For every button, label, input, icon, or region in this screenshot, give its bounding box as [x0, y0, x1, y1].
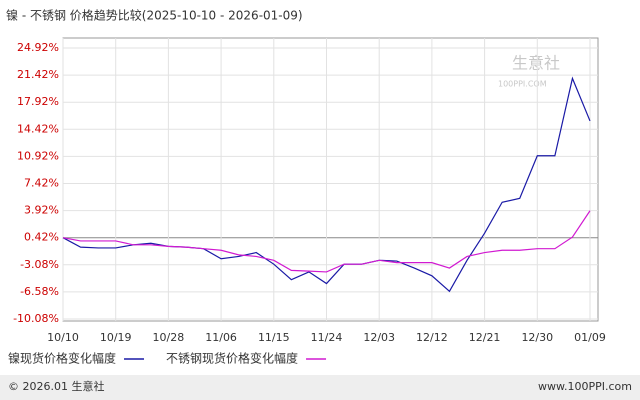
footer-right: www.100PPI.com [538, 380, 632, 393]
y-tick-label: 0.42% [24, 231, 59, 244]
footer-left: © 2026.01 生意社 [8, 379, 104, 393]
watermark-sub: 100PPI.COM [498, 80, 547, 89]
watermark: 生意社 [512, 54, 560, 73]
legend-label: 镍现货价格变化幅度 [8, 351, 116, 366]
y-tick-label: -6.58% [20, 285, 59, 298]
chart-title: 镍 - 不锈钢 价格趋势比较(2025-10-10 - 2026-01-09) [6, 8, 303, 23]
x-tick-label: 12/30 [521, 331, 553, 344]
x-tick-label: 10/19 [100, 331, 132, 344]
series-line [62, 210, 591, 273]
x-tick-label: 11/24 [311, 331, 343, 344]
y-tick-label: 10.92% [17, 149, 59, 162]
y-tick-label: -3.08% [20, 258, 59, 271]
x-tick-label: 12/12 [416, 331, 448, 344]
y-tick-label: -10.08% [13, 312, 59, 325]
y-tick-label: 7.42% [24, 177, 59, 190]
y-tick-label: 24.92% [17, 41, 59, 54]
x-tick-label: 11/06 [205, 331, 237, 344]
y-tick-label: 17.92% [17, 95, 59, 108]
y-tick-label: 21.42% [17, 68, 59, 81]
x-tick-label: 10/28 [153, 331, 185, 344]
x-tick-label: 12/21 [469, 331, 501, 344]
legend-label: 不锈钢现货价格变化幅度 [166, 351, 298, 366]
series-line [62, 76, 591, 293]
x-tick-label: 10/10 [47, 331, 79, 344]
y-tick-label: 3.92% [24, 204, 59, 217]
x-tick-label: 12/03 [363, 331, 395, 344]
y-tick-label: 14.42% [17, 122, 59, 135]
x-tick-label: 11/15 [258, 331, 290, 344]
x-tick-label: 01/09 [574, 331, 606, 344]
footer-band [0, 375, 640, 400]
